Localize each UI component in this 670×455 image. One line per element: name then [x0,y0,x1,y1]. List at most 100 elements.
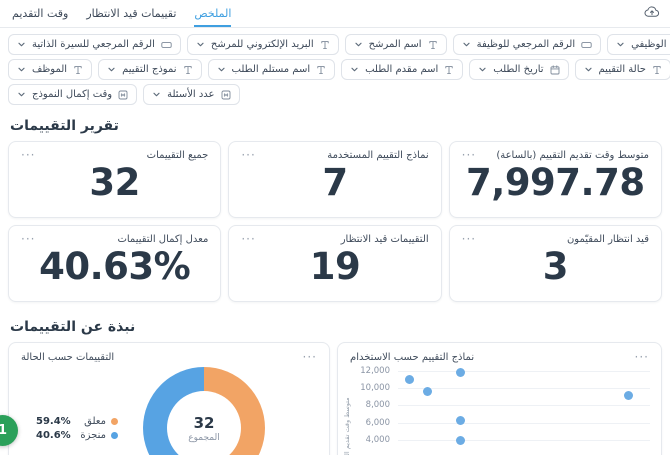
filter-chip[interactable]: البريد الإلكتروني للمرشح [186,34,339,55]
number-icon [118,90,128,100]
metric-value: 32 [89,161,140,204]
metric-title: قيد انتظار المقيّمون [566,234,649,245]
calendar-icon [550,64,560,75]
filter-chip[interactable]: عدد الأسئلة [143,84,240,105]
data-point[interactable] [456,436,466,446]
metric-cards-grid: ··· جميع التقييمات 32 ··· نماذج التقييم … [8,141,662,302]
metric-title: معدل إكمال التقييمات [117,234,209,245]
card-header: ··· معدل إكمال التقييمات [21,231,209,246]
text-field-icon [320,40,330,50]
donut-total-value: 32 [193,413,215,432]
chevron-down-icon [584,65,593,74]
more-menu-icon[interactable]: ··· [461,147,477,162]
card-header: نماذج التقييم حسب الاستخدام ··· [350,349,649,364]
filter-chip-label: عدد الأسئلة [167,89,215,100]
chevron-down-icon [478,65,487,74]
data-point[interactable] [456,368,466,378]
text-field-icon [652,65,662,75]
more-menu-icon[interactable]: ··· [634,349,649,364]
filter-row: وقت إكمال النموذج عدد الأسئلة [8,84,662,105]
report-section-title: تقرير التقييمات [10,118,119,134]
tab[interactable]: تقييمات قيد الانتظار [86,7,177,20]
filter-chip[interactable]: اسم مستلم الطلب [207,59,336,80]
filter-chip[interactable]: الرقم المرجعي للوظيفة [452,34,602,55]
floating-step-badge[interactable]: 1 [0,415,18,446]
legend-label: منجزة [80,429,106,441]
metric-title: متوسط وقت تقديم التقييم (بالساعة) [496,150,649,161]
filter-chips-area: الرقم المرجعي للسيرة الذاتية البريد الإل… [0,28,670,105]
more-menu-icon[interactable]: ··· [241,147,256,162]
y-tick-label: 6,000 [365,417,390,428]
filter-chip[interactable]: اسم المرشح [344,34,447,55]
filter-chip-label: نموذج التقييم [122,64,177,75]
chevron-down-icon [152,90,161,99]
filter-chip[interactable]: اسم مقدم الطلب [341,59,464,80]
metric-card: ··· نماذج التقييم المستخدمة 7 [228,141,442,218]
scatter-plot: متوسط وقت تقديم التقييم 12,000 10,000 8,00… [338,343,661,455]
metric-card: ··· متوسط وقت تقديم التقييم (بالساعة) 7,… [448,141,662,218]
legend-item: 40.6% منجزة [36,428,118,442]
number-icon [221,90,231,100]
more-menu-icon[interactable]: ··· [241,231,256,246]
text-field-icon [316,65,326,75]
donut-chart[interactable]: 32 المجموع [143,367,265,455]
card-header: ··· متوسط وقت تقديم التقييم (بالساعة) [461,147,649,162]
filter-row: الموظف نموذج التقييم اسم مستلم الطلب اسم… [8,59,670,80]
chevron-down-icon [17,40,26,49]
filter-chip[interactable]: حالة التقييم [574,59,670,80]
donut-center: 32 المجموع [167,391,241,455]
charts-grid: التقييمات حسب الحالة ··· 32 المجموع 59.4… [8,342,662,455]
chart-title: التقييمات حسب الحالة [21,352,115,363]
text-field-icon [73,65,83,75]
legend-percent: 40.6% [36,429,71,441]
filter-chip[interactable]: الموظف [8,59,93,80]
card-header: التقييمات حسب الحالة ··· [21,349,317,364]
filter-chip[interactable]: المسمى الوظيفي [607,34,670,55]
metric-value: 19 [309,245,361,288]
filter-chip-label: الرقم المرجعي للسيرة الذاتية [32,39,155,50]
legend-label: معلق [84,415,106,427]
chevron-down-icon [616,40,625,49]
data-point[interactable] [405,375,415,385]
chevron-down-icon [217,65,226,74]
filter-chip-label: الرقم المرجعي للوظيفة [476,39,576,50]
filter-chip-label: البريد الإلكتروني للمرشح [210,39,314,50]
metric-card: ··· قيد انتظار المقيّمون 3 [448,225,662,302]
overview-section-title: نبذة عن التقييمات [10,319,136,335]
filter-chip[interactable]: وقت إكمال النموذج [8,84,138,105]
card-header: ··· التقييمات قيد الانتظار [241,231,429,246]
metric-title: التقييمات قيد الانتظار [340,234,429,245]
legend-item: 59.4% معلق [36,414,118,428]
more-menu-icon[interactable]: ··· [21,231,36,246]
metric-card: ··· جميع التقييمات 32 [8,141,222,218]
card-header: ··· جميع التقييمات [21,147,209,162]
filter-chip[interactable]: الرقم المرجعي للسيرة الذاتية [8,34,181,55]
y-tick-label: 10,000 [360,383,390,394]
tab[interactable]: الملخص [194,7,232,27]
gridline [398,388,650,390]
text-field-icon [183,65,193,75]
filter-chip-label: وقت إكمال النموذج [32,89,113,100]
metric-card: ··· التقييمات قيد الانتظار 19 [228,225,442,302]
cloud-upload-icon[interactable] [644,5,660,18]
more-menu-icon[interactable]: ··· [302,349,317,364]
data-point[interactable] [624,391,634,401]
more-menu-icon[interactable]: ··· [21,147,36,162]
data-point[interactable] [423,387,433,397]
tab[interactable]: وقت التقديم [12,7,69,20]
data-point[interactable] [456,415,466,425]
donut-total-label: المجموع [188,432,220,443]
more-menu-icon[interactable]: ··· [461,231,477,246]
metric-title: جميع التقييمات [146,150,209,161]
text-field-icon [428,40,438,50]
chevron-down-icon [462,40,471,49]
filter-chip[interactable]: نموذج التقييم [98,59,202,80]
filter-chip[interactable]: تاريخ الطلب [469,59,569,80]
chevron-down-icon [196,40,205,49]
filter-row: الرقم المرجعي للسيرة الذاتية البريد الإل… [8,34,670,55]
filter-chip-label: تاريخ الطلب [493,64,544,75]
donut-legend: 59.4% معلق 40.6% منجزة [36,414,118,442]
chevron-down-icon [350,65,359,74]
filter-chip-label: المسمى الوظيفي [631,39,670,50]
legend-dot-icon [111,431,118,439]
